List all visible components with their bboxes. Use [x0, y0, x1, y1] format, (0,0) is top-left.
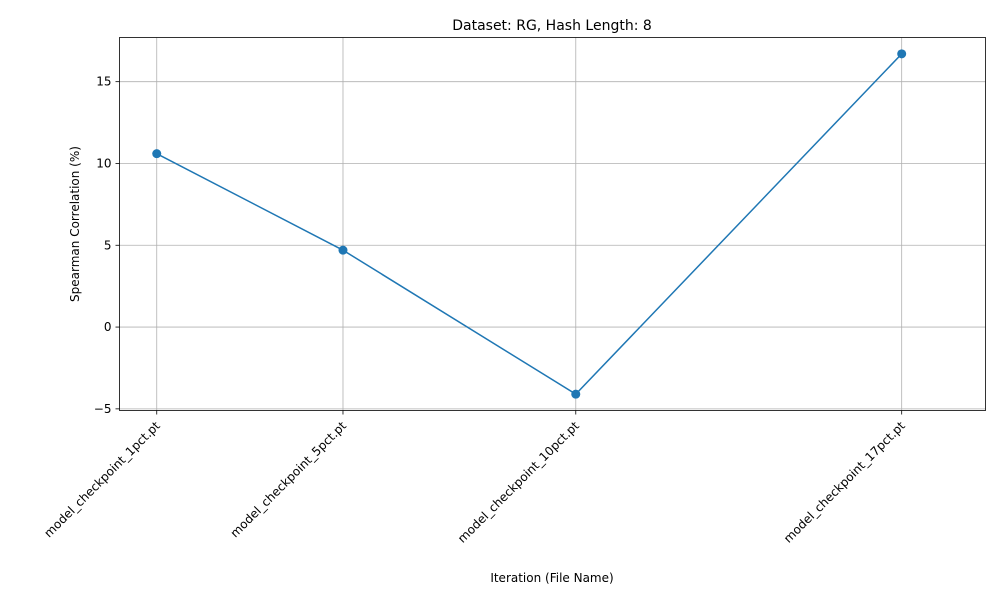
x-axis-label: Iteration (File Name) [490, 571, 613, 585]
series-layer [152, 49, 907, 399]
data-point [571, 389, 581, 399]
x-tick-label: model_checkpoint_1pct.pt [41, 419, 163, 541]
y-tick-label: 0 [104, 320, 112, 334]
grid [119, 37, 986, 411]
series-line [156, 53, 903, 396]
x-tick-label: model_checkpoint_17pct.pt [781, 419, 908, 546]
data-point [338, 245, 348, 255]
ticks: model_checkpoint_1pct.pt model_checkpoint… [41, 75, 908, 546]
plot-frame [119, 37, 986, 411]
x-tick-label: model_checkpoint_10pct.pt [455, 419, 582, 546]
y-axis-label: Spearman Correlation (%) [68, 146, 82, 302]
y-tick-label: 5 [104, 238, 112, 252]
data-point [897, 49, 907, 59]
chart-title: Dataset: RG, Hash Length: 8 [452, 18, 652, 34]
data-point [152, 149, 162, 159]
y-tick-label: 15 [96, 75, 111, 89]
y-tick-label: 10 [96, 156, 111, 170]
y-tick-label: −5 [94, 402, 112, 416]
x-tick-label: model_checkpoint_5pct.pt [228, 419, 350, 541]
